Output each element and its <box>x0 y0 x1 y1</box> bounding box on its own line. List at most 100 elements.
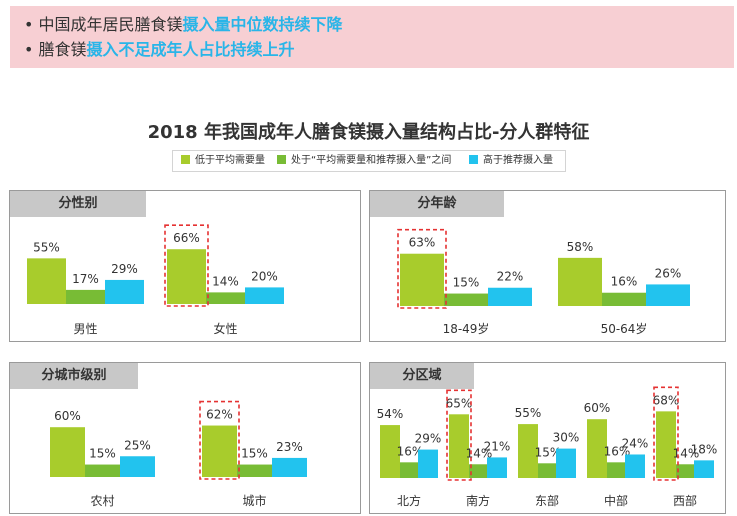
region-data-label-high-1: 21% <box>484 439 511 453</box>
city-bar-low-1 <box>202 425 237 477</box>
gender-bar-high-0 <box>105 279 144 304</box>
chart-title: 2018 年我国成年人膳食镁摄入量结构占比-分人群特征 <box>147 122 590 143</box>
gender-data-label-mid-1: 14% <box>212 274 239 288</box>
city-data-label-mid-1: 15% <box>241 447 268 461</box>
legend-swatch-mid <box>277 155 286 164</box>
region-bar-low-4 <box>656 411 676 478</box>
city-data-label-high-0: 25% <box>124 438 151 452</box>
gender-data-label-low-0: 55% <box>33 240 60 254</box>
region-data-label-low-3: 60% <box>584 401 611 415</box>
region-data-label-high-0: 29% <box>415 432 442 446</box>
bullet-2-highlight: 摄入不足成年人占比持续上升 <box>86 40 295 59</box>
city-bar-high-1 <box>272 457 307 477</box>
panel-age: 分年龄 63% 15% 22% 18-49岁 58% 16% 26% 50-64岁 <box>369 190 726 342</box>
panel-gender: 分性别 55% 17% 29% 男性 66% 14% 20% 女性 <box>9 190 361 342</box>
city-category-label-0: 农村 <box>90 494 114 508</box>
region-data-label-high-3: 24% <box>622 436 649 450</box>
age-category-label-1: 50-64岁 <box>601 321 648 336</box>
panel-city: 分城市级别 60% 15% 25% 农村 62% 15% 23% 城市 <box>9 362 361 514</box>
gender-data-label-mid-0: 17% <box>72 272 99 286</box>
region-bar-mid-4 <box>676 464 696 478</box>
legend-label-low: 低于平均需要量 <box>195 155 265 166</box>
city-bar-mid-1 <box>237 464 272 477</box>
age-data-label-low-1: 58% <box>567 240 594 254</box>
panel-age-tab: 分年龄 <box>370 191 504 217</box>
age-data-label-high-1: 26% <box>655 266 682 280</box>
city-bar-low-0 <box>50 427 85 477</box>
region-data-label-mid-4: 14% <box>673 446 700 460</box>
region-data-label-mid-2: 15% <box>535 445 562 459</box>
gender-data-label-high-0: 29% <box>111 262 138 276</box>
gender-bar-mid-1 <box>206 292 245 304</box>
region-category-label-2: 东部 <box>535 493 559 508</box>
age-bar-high-0 <box>488 287 532 306</box>
region-bar-mid-3 <box>607 462 627 478</box>
region-category-label-3: 中部 <box>604 493 628 508</box>
bullet-dot: • <box>24 15 39 34</box>
legend-swatch-low <box>181 155 190 164</box>
bullet-1: • 中国成年居民膳食镁摄入量中位数持续下降 <box>24 13 343 37</box>
city-bar-high-0 <box>120 456 155 477</box>
chart-legend: 低于平均需要量 处于“平均需要量和推荐摄入量”之间 高于推荐摄入量 <box>172 150 566 172</box>
city-highlight-box-1 <box>199 400 240 480</box>
city-data-label-low-1: 62% <box>206 408 233 422</box>
city-data-label-low-0: 60% <box>54 409 81 423</box>
age-data-label-mid-1: 16% <box>611 275 638 289</box>
gender-bar-high-1 <box>245 287 284 304</box>
gender-data-label-high-1: 20% <box>251 269 278 283</box>
region-data-label-mid-1: 14% <box>466 446 493 460</box>
region-bar-low-0 <box>380 425 400 478</box>
legend-label-mid: 处于“平均需要量和推荐摄入量”之间 <box>291 155 452 166</box>
region-data-label-high-2: 30% <box>553 431 580 445</box>
gender-category-label-1: 女性 <box>213 321 237 336</box>
region-data-label-low-0: 54% <box>377 407 404 421</box>
gender-highlight-box-1 <box>164 224 209 307</box>
age-data-label-low-0: 63% <box>409 236 436 250</box>
region-bar-high-4 <box>694 460 714 478</box>
legend-item-low: 低于平均需要量 <box>181 154 265 168</box>
region-bar-mid-1 <box>469 464 489 478</box>
age-bar-low-0 <box>400 253 444 306</box>
region-bar-low-1 <box>449 414 469 478</box>
region-chart-svg: 54%16%29%北方65%14%21%南方55%15%30%东部60%16%2… <box>377 386 718 508</box>
region-bar-high-1 <box>487 457 507 478</box>
bullet-1-prefix: 中国成年居民膳食镁 <box>38 15 183 34</box>
gender-data-label-low-1: 66% <box>173 231 200 245</box>
region-highlight-box-1 <box>446 389 472 481</box>
city-data-label-mid-0: 15% <box>89 447 116 461</box>
age-bar-mid-0 <box>444 293 488 306</box>
region-data-label-low-4: 68% <box>653 393 680 407</box>
region-bar-high-2 <box>556 448 576 478</box>
age-highlight-box-0 <box>397 228 447 309</box>
region-data-label-high-4: 18% <box>691 442 718 456</box>
age-bar-mid-1 <box>602 292 646 306</box>
gender-bar-low-0 <box>27 258 66 304</box>
age-chart-svg: 63% 15% 22% 18-49岁 58% 16% 26% 50-64岁 <box>397 228 690 336</box>
region-data-label-low-2: 55% <box>515 406 542 420</box>
age-category-label-0: 18-49岁 <box>443 321 490 336</box>
age-bar-low-1 <box>558 257 602 306</box>
gender-chart-svg: 55% 17% 29% 男性 66% 14% 20% 女性 <box>27 224 284 336</box>
region-highlight-box-4 <box>653 386 679 481</box>
age-data-label-mid-0: 15% <box>453 276 480 290</box>
legend-item-high: 高于推荐摄入量 <box>469 154 553 168</box>
region-data-label-mid-0: 16% <box>397 444 424 458</box>
age-data-label-high-0: 22% <box>497 270 524 284</box>
age-bar-high-1 <box>646 284 690 306</box>
region-bar-mid-0 <box>400 462 420 478</box>
bullet-2: • 膳食镁摄入不足成年人占比持续上升 <box>24 38 295 62</box>
legend-item-mid: 处于“平均需要量和推荐摄入量”之间 <box>277 154 451 168</box>
gender-bar-low-1 <box>167 249 206 304</box>
gender-category-label-0: 男性 <box>73 322 97 336</box>
region-bar-low-2 <box>518 424 538 478</box>
city-data-label-high-1: 23% <box>276 440 303 454</box>
panel-gender-tab: 分性别 <box>10 191 146 217</box>
legend-label-high: 高于推荐摄入量 <box>483 155 553 166</box>
region-data-label-mid-3: 16% <box>604 444 631 458</box>
legend-swatch-high <box>469 155 478 164</box>
summary-banner: • 中国成年居民膳食镁摄入量中位数持续下降 • 膳食镁摄入不足成年人占比持续上升 <box>10 6 734 68</box>
region-category-label-1: 南方 <box>466 493 490 508</box>
city-chart-svg: 60% 15% 25% 农村 62% 15% 23% 城市 <box>50 400 307 508</box>
panel-region-tab: 分区域 <box>370 363 474 389</box>
city-category-label-1: 城市 <box>242 493 266 508</box>
